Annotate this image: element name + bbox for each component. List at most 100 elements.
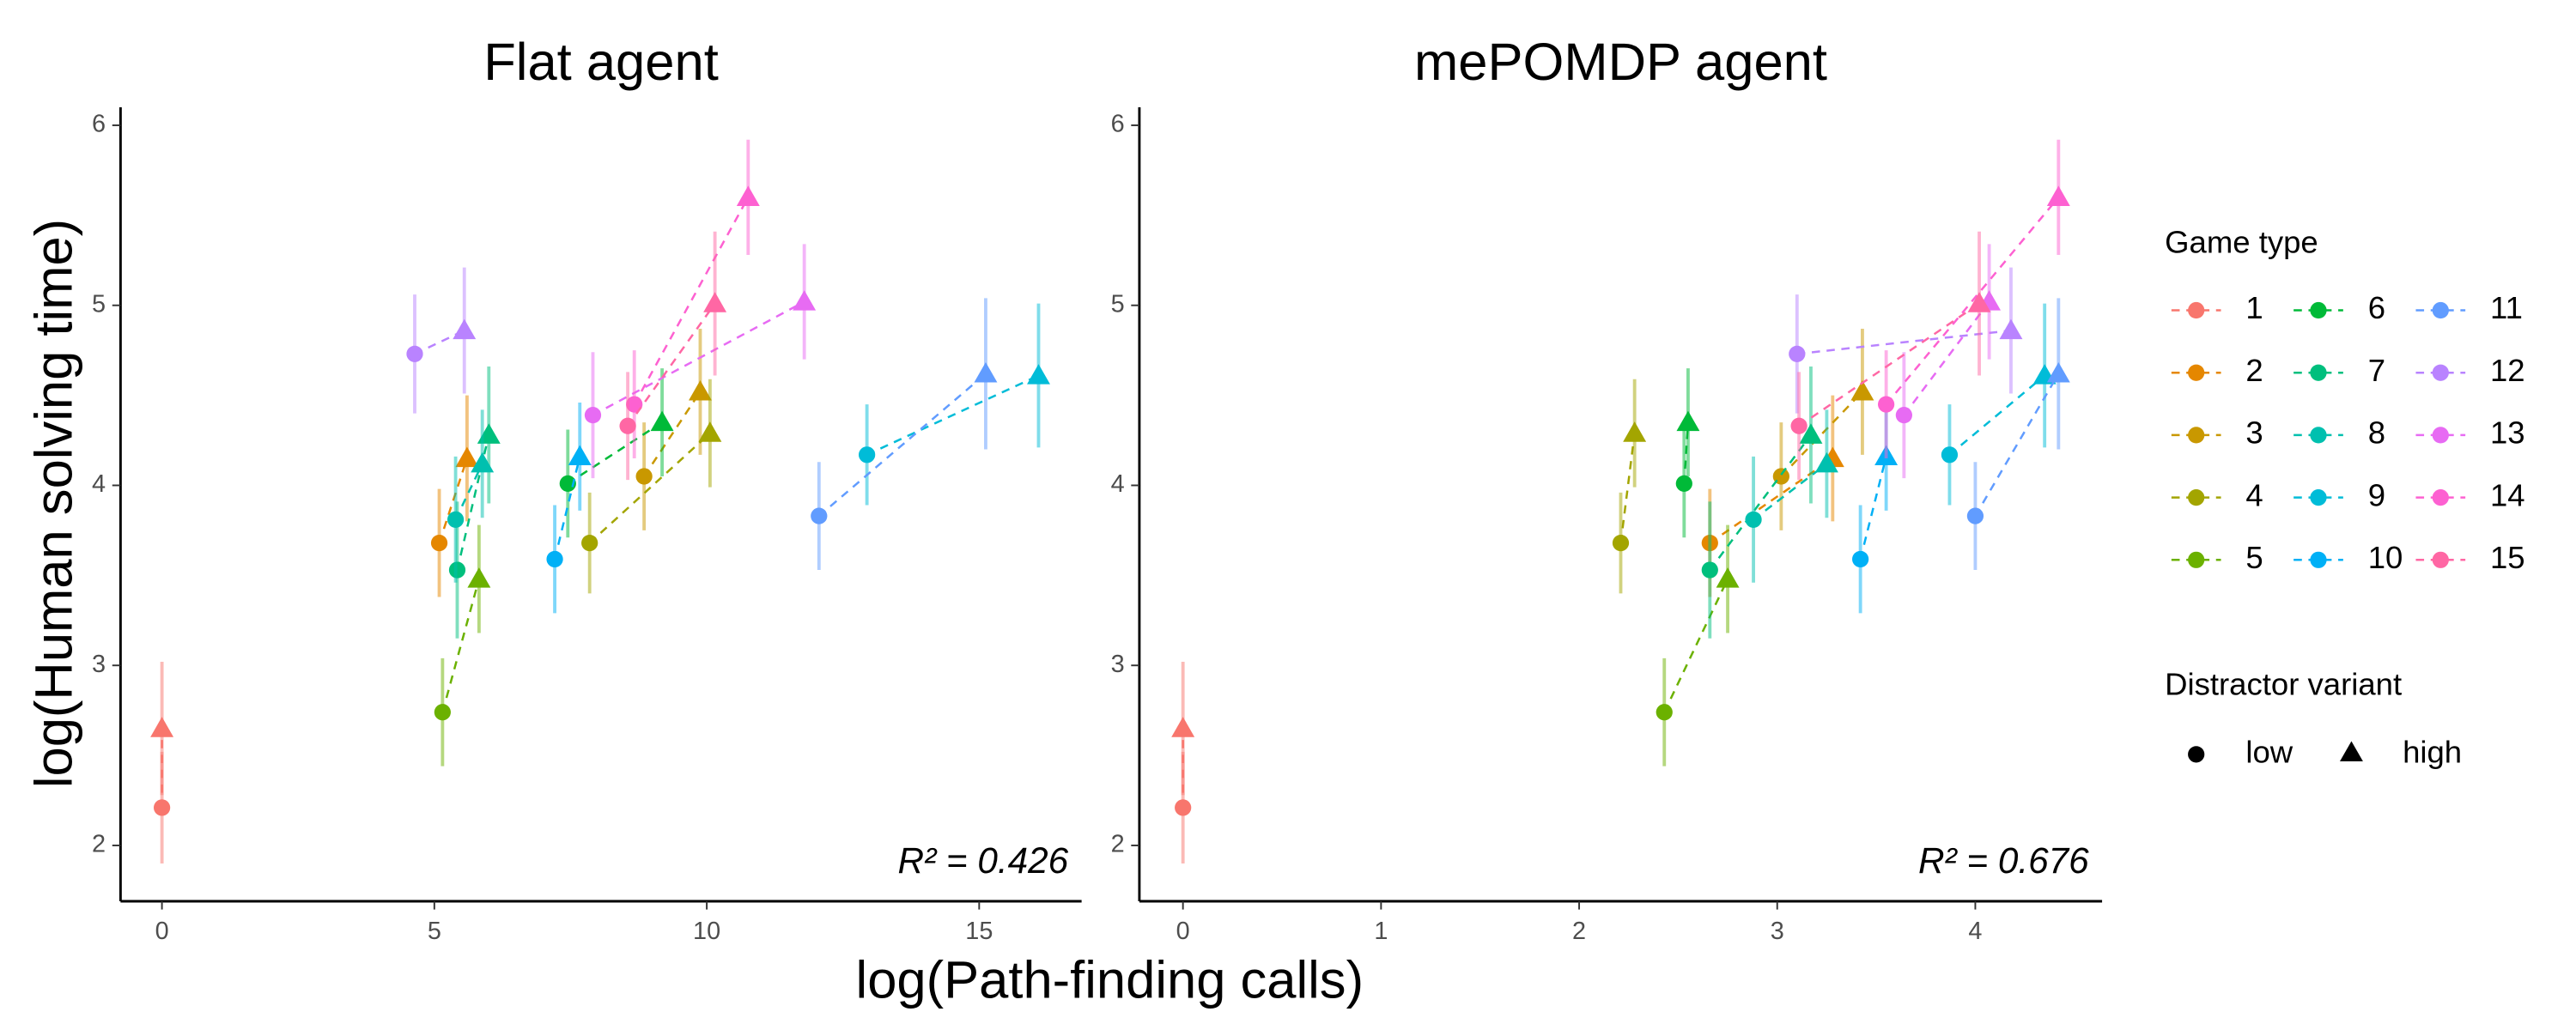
connector-line [1619, 433, 1636, 543]
legend-key [2432, 551, 2449, 568]
y-tick-label: 3 [1111, 651, 1125, 678]
point-low [559, 475, 576, 492]
legend-label: 13 [2490, 415, 2525, 451]
point-low [1675, 475, 1692, 492]
x-axis-title: log(Path-finding calls) [856, 950, 1364, 1009]
y-tick-label: 3 [92, 651, 106, 678]
legend-label: 1 [2245, 290, 2263, 325]
legend-key [2310, 489, 2327, 506]
point-high [650, 410, 674, 432]
legend-label: 2 [2245, 353, 2263, 388]
connector-line [1780, 391, 1863, 477]
legend-label: 8 [2368, 415, 2385, 451]
point-low [1656, 704, 1673, 721]
point-high [1623, 421, 1647, 442]
point-low [1175, 799, 1192, 816]
connector-line [1903, 300, 1990, 416]
legend-key [2188, 489, 2205, 506]
point-low [546, 550, 563, 568]
x-tick-label: 10 [693, 918, 720, 945]
point-low [153, 799, 171, 816]
connector-line [1798, 302, 1980, 427]
point-high [1999, 318, 2023, 340]
connector-line [454, 463, 483, 520]
x-tick-label: 5 [428, 918, 441, 945]
point-high [974, 361, 998, 383]
point-high [736, 185, 760, 206]
y-tick-label: 2 [92, 831, 106, 858]
legend-label: 14 [2490, 477, 2525, 512]
point-low [447, 511, 465, 528]
connector-line [627, 302, 716, 427]
point-high [1814, 451, 1838, 473]
point-low [811, 507, 828, 524]
legend-key [2310, 301, 2327, 319]
point-high [1850, 379, 1874, 401]
y-tick-label: 2 [1111, 831, 1125, 858]
point-low [406, 345, 423, 362]
connector-line [438, 457, 469, 543]
point-high [793, 290, 817, 311]
r-squared: R² = 0.426 [898, 840, 1069, 881]
y-tick-label: 6 [1111, 111, 1125, 138]
point-high [2046, 185, 2070, 206]
point-low [1895, 407, 1913, 424]
legend-label: 15 [2490, 540, 2525, 575]
legend-key [2432, 489, 2449, 506]
point-high [698, 421, 722, 442]
connector-line [1796, 329, 2012, 355]
connector-line [1859, 456, 1887, 560]
connector-line [866, 374, 1040, 456]
x-tick-label: 15 [965, 918, 993, 945]
legend-label: 9 [2368, 477, 2385, 512]
panel-title: mePOMDP agent [1414, 33, 1827, 92]
point-low [1941, 446, 1959, 464]
connector-line [456, 434, 490, 571]
x-tick-label: 3 [1771, 918, 1784, 945]
point-low [434, 704, 451, 721]
point-high [568, 445, 592, 466]
point-high [1967, 292, 1991, 312]
x-tick-label: 0 [1176, 918, 1190, 945]
point-low [1701, 561, 1718, 579]
legend-key [2310, 551, 2327, 568]
legend-key [2188, 427, 2205, 444]
point-high [1676, 410, 1700, 432]
point-high [471, 451, 495, 473]
point-low [584, 407, 602, 424]
connector-line [553, 456, 581, 560]
shape-legend-label: low [2245, 735, 2293, 770]
point-low [626, 396, 643, 413]
connector-line [588, 432, 711, 544]
point-low [635, 468, 653, 485]
point-low [1852, 550, 1869, 568]
point-high [1799, 423, 1823, 444]
legend-key [2432, 364, 2449, 381]
connector-line [817, 373, 987, 518]
legend-key [2432, 301, 2449, 319]
legend-label: 10 [2368, 540, 2403, 575]
y-tick-label: 5 [92, 290, 106, 318]
connector-line [592, 300, 805, 416]
legend-label: 3 [2245, 415, 2263, 451]
point-low [430, 534, 448, 552]
connector-line [567, 421, 663, 485]
y-tick-label: 5 [1111, 290, 1125, 318]
connector-line [1753, 463, 1828, 521]
point-high [1716, 567, 1740, 588]
point-high [703, 292, 727, 312]
point-low [1745, 511, 1762, 528]
y-tick-label: 6 [92, 111, 106, 138]
y-axis-title: log(Human solving time) [25, 219, 84, 788]
connector-line [1885, 197, 2060, 405]
x-tick-label: 2 [1572, 918, 1586, 945]
y-tick-label: 4 [92, 470, 106, 498]
connector-line [1709, 433, 1812, 571]
point-low [859, 446, 876, 464]
legend-key [2310, 427, 2327, 444]
connector-line [441, 579, 481, 713]
panel-title: Flat agent [483, 33, 719, 92]
point-high [1171, 717, 1195, 737]
legend-title: Game type [2165, 224, 2318, 259]
x-tick-label: 1 [1374, 918, 1388, 945]
